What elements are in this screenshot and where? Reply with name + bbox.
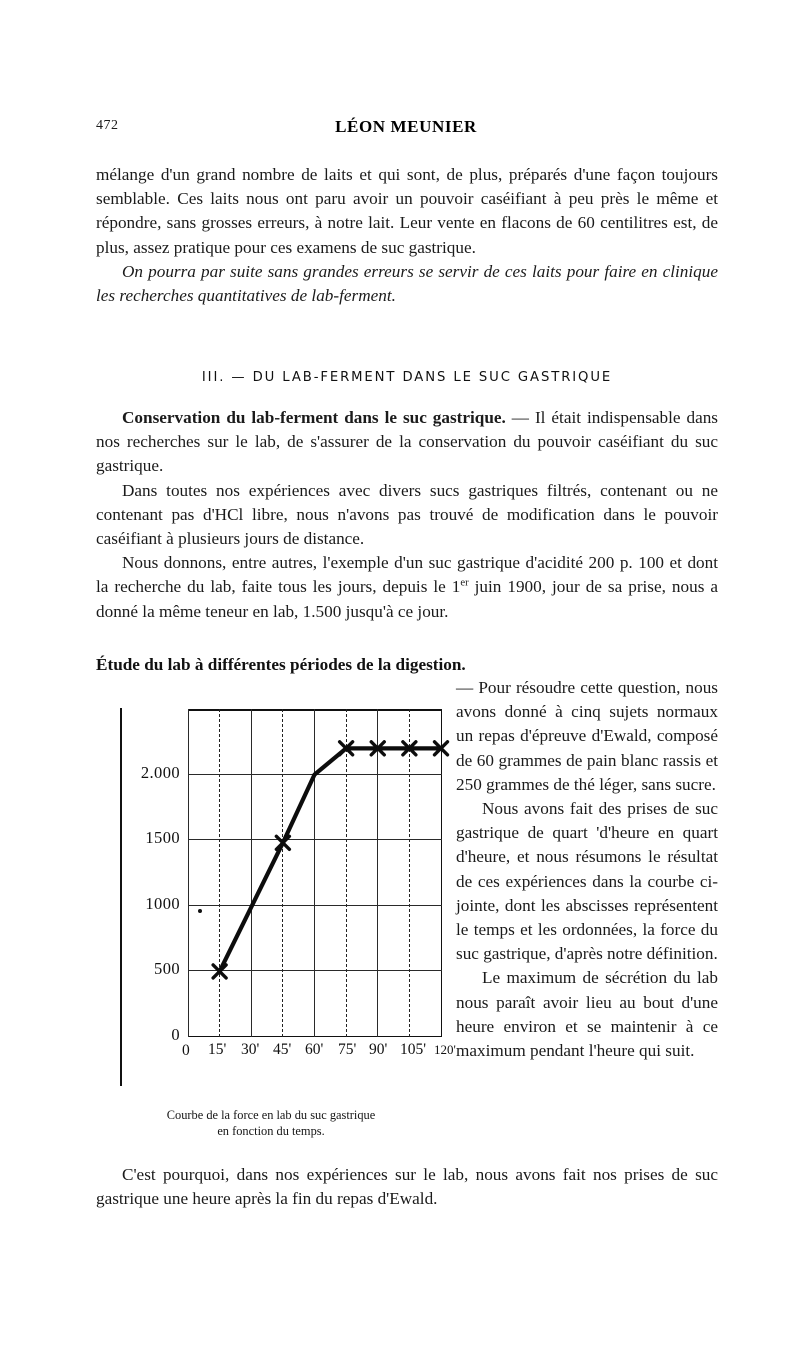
figure-frame bbox=[120, 708, 460, 1086]
x-tick-label-120: 120' bbox=[434, 1042, 456, 1057]
x-tick-label-0: 0 bbox=[182, 1042, 190, 1059]
x-tick-label-60: 60' bbox=[305, 1041, 324, 1058]
text-block-lower: C'est pourquoi, dans nos expériences sur… bbox=[96, 1163, 718, 1211]
x-tick-label-30: 30' bbox=[241, 1041, 260, 1058]
running-head: 472 LÉON MEUNIER bbox=[96, 117, 716, 138]
y-tick-label-2000: 2.000 bbox=[140, 763, 180, 782]
paragraph-5: Nous donnons, entre autres, l'exemple d'… bbox=[96, 551, 718, 624]
plot-right-border bbox=[441, 709, 442, 1037]
y-tick-label-1500: 1500 bbox=[145, 828, 180, 847]
paragraph-5-part-a: Nous donnons, entre autres, l'exemple d'… bbox=[96, 553, 718, 597]
gridline-x-60 bbox=[314, 709, 315, 1037]
y-tick-label-500: 500 bbox=[154, 959, 180, 978]
paragraph-6-text: — Pour résoudre cette question, nous avo… bbox=[456, 678, 718, 794]
paragraph-3-text: — Il était indispensable dans nos recher… bbox=[96, 408, 718, 476]
page-number: 472 bbox=[96, 118, 119, 133]
run-in-heading-conservation: Conservation du lab-ferment dans le suc … bbox=[122, 408, 506, 427]
running-title: LÉON MEUNIER bbox=[335, 117, 477, 136]
paragraph-5-part-b: juin 1900, jour de sa prise, nous a donn… bbox=[96, 577, 719, 621]
text-block-upper: mélange d'un grand nombre de laits et qu… bbox=[96, 163, 718, 308]
gridline-x-30 bbox=[251, 709, 252, 1037]
data-curve bbox=[211, 740, 450, 980]
y-tick-label-0: 0 bbox=[171, 1025, 180, 1044]
paragraph-1: mélange d'un grand nombre de laits et qu… bbox=[96, 165, 718, 257]
paragraph-3: Conservation du lab-ferment dans le suc … bbox=[96, 406, 718, 479]
paragraph-6-runin-line: Étude du lab à différentes périodes de l… bbox=[96, 653, 718, 677]
figure-caption-line-1: Courbe de la force en lab du suc gastriq… bbox=[166, 1108, 376, 1122]
x-tick-label-105: 105' bbox=[400, 1041, 427, 1058]
section-heading: III. — DU LAB-FERMENT DANS LE SUC GASTRI… bbox=[201, 370, 613, 385]
gridline-x-45 bbox=[282, 709, 283, 1037]
run-in-heading-etude: Étude du lab à différentes périodes de l… bbox=[96, 655, 466, 674]
figure-caption: Courbe de la force en lab du suc gastriq… bbox=[96, 1108, 446, 1139]
text-block-middle: Conservation du lab-ferment dans le suc … bbox=[96, 406, 718, 624]
stray-ink-dot bbox=[198, 909, 202, 913]
figure-block: 2.000 1500 1000 500 0 0 15' 30' 45' 60' … bbox=[96, 700, 456, 1170]
gridline-x-105 bbox=[409, 709, 410, 1037]
paragraph-9: C'est pourquoi, dans nos expériences sur… bbox=[96, 1165, 718, 1209]
ordinal-superscript: er bbox=[460, 577, 469, 589]
plot-top-border bbox=[188, 709, 442, 711]
x-tick-label-15: 15' bbox=[208, 1041, 227, 1058]
figure-caption-line-2: en fonction du temps. bbox=[217, 1123, 325, 1138]
paragraph-8: Le maximum de sécrétion du lab nous para… bbox=[456, 968, 718, 1061]
gridline-x-15 bbox=[219, 709, 220, 1037]
x-tick-label-75: 75' bbox=[338, 1041, 357, 1058]
gridline-y-1000 bbox=[188, 905, 442, 906]
paragraph-4: Dans toutes nos expériences avec divers … bbox=[96, 480, 718, 549]
x-tick-label-45: 45' bbox=[273, 1041, 292, 1058]
paragraph-2-italic: On pourra par suite sans grandes erreurs… bbox=[96, 261, 718, 306]
gridline-x-0 bbox=[188, 709, 189, 1037]
paragraph-7: Nous avons fait des prises de suc gastri… bbox=[456, 799, 718, 964]
gridline-y-1500 bbox=[188, 839, 442, 840]
chart-figure: 2.000 1500 1000 500 0 0 15' 30' 45' 60' … bbox=[106, 700, 456, 1100]
x-axis-tick-labels: 0 15' 30' 45' 60' 75' 90' 105' 120' bbox=[182, 1041, 456, 1064]
text-column-right: — Pour résoudre cette question, nous avo… bbox=[456, 676, 718, 1063]
gridline-x-90 bbox=[377, 709, 378, 1037]
gridline-y-500 bbox=[188, 970, 442, 971]
y-tick-label-1000: 1000 bbox=[145, 894, 180, 913]
gridline-x-75 bbox=[346, 709, 347, 1037]
x-tick-label-90: 90' bbox=[369, 1041, 388, 1058]
